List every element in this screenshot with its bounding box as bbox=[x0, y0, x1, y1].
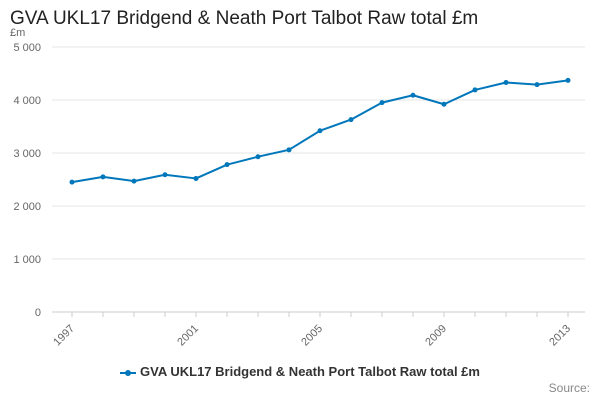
data-point[interactable] bbox=[472, 87, 478, 93]
data-point[interactable] bbox=[131, 178, 137, 184]
y-axis-labels: 0 1 000 2 000 3 000 4 000 5 000 bbox=[13, 42, 41, 319]
data-point[interactable] bbox=[69, 179, 75, 185]
chart-title: GVA UKL17 Bridgend & Neath Port Talbot R… bbox=[10, 8, 479, 29]
data-point[interactable] bbox=[534, 82, 540, 88]
y-tick-label: 3 000 bbox=[13, 148, 41, 160]
grid-lines bbox=[52, 46, 585, 313]
y-tick-label: 4 000 bbox=[13, 95, 41, 107]
x-tick-label: 2005 bbox=[299, 323, 325, 349]
data-point[interactable] bbox=[503, 80, 509, 86]
data-point[interactable] bbox=[565, 77, 571, 83]
data-point[interactable] bbox=[410, 92, 416, 98]
y-tick-label: 0 bbox=[35, 307, 41, 319]
legend[interactable]: GVA UKL17 Bridgend & Neath Port Talbot R… bbox=[0, 364, 600, 379]
y-tick-label: 1 000 bbox=[13, 254, 41, 266]
y-tick-label: 5 000 bbox=[13, 42, 41, 54]
data-point[interactable] bbox=[441, 101, 447, 107]
data-point[interactable] bbox=[193, 175, 199, 181]
data-point[interactable] bbox=[224, 162, 230, 168]
x-tick-label: 2001 bbox=[175, 323, 201, 349]
x-tick-label: 2013 bbox=[547, 323, 573, 349]
data-point[interactable] bbox=[379, 100, 385, 106]
x-tick-label: 2009 bbox=[423, 323, 449, 349]
data-point[interactable] bbox=[317, 128, 323, 134]
legend-series-label: GVA UKL17 Bridgend & Neath Port Talbot R… bbox=[140, 364, 480, 379]
x-axis-labels: 1997 2001 2005 2009 2013 bbox=[51, 312, 573, 348]
y-axis-unit-label: £m bbox=[10, 27, 25, 39]
legend-series-marker-icon bbox=[120, 368, 137, 378]
data-point[interactable] bbox=[286, 147, 292, 153]
data-point[interactable] bbox=[255, 154, 261, 160]
y-tick-label: 2 000 bbox=[13, 201, 41, 213]
source-credit[interactable]: Source: bbox=[548, 381, 590, 395]
series-layer bbox=[69, 77, 571, 185]
data-point[interactable] bbox=[162, 172, 168, 178]
data-point[interactable] bbox=[348, 117, 354, 123]
data-point[interactable] bbox=[100, 174, 106, 180]
x-tick-label: 1997 bbox=[51, 323, 77, 349]
